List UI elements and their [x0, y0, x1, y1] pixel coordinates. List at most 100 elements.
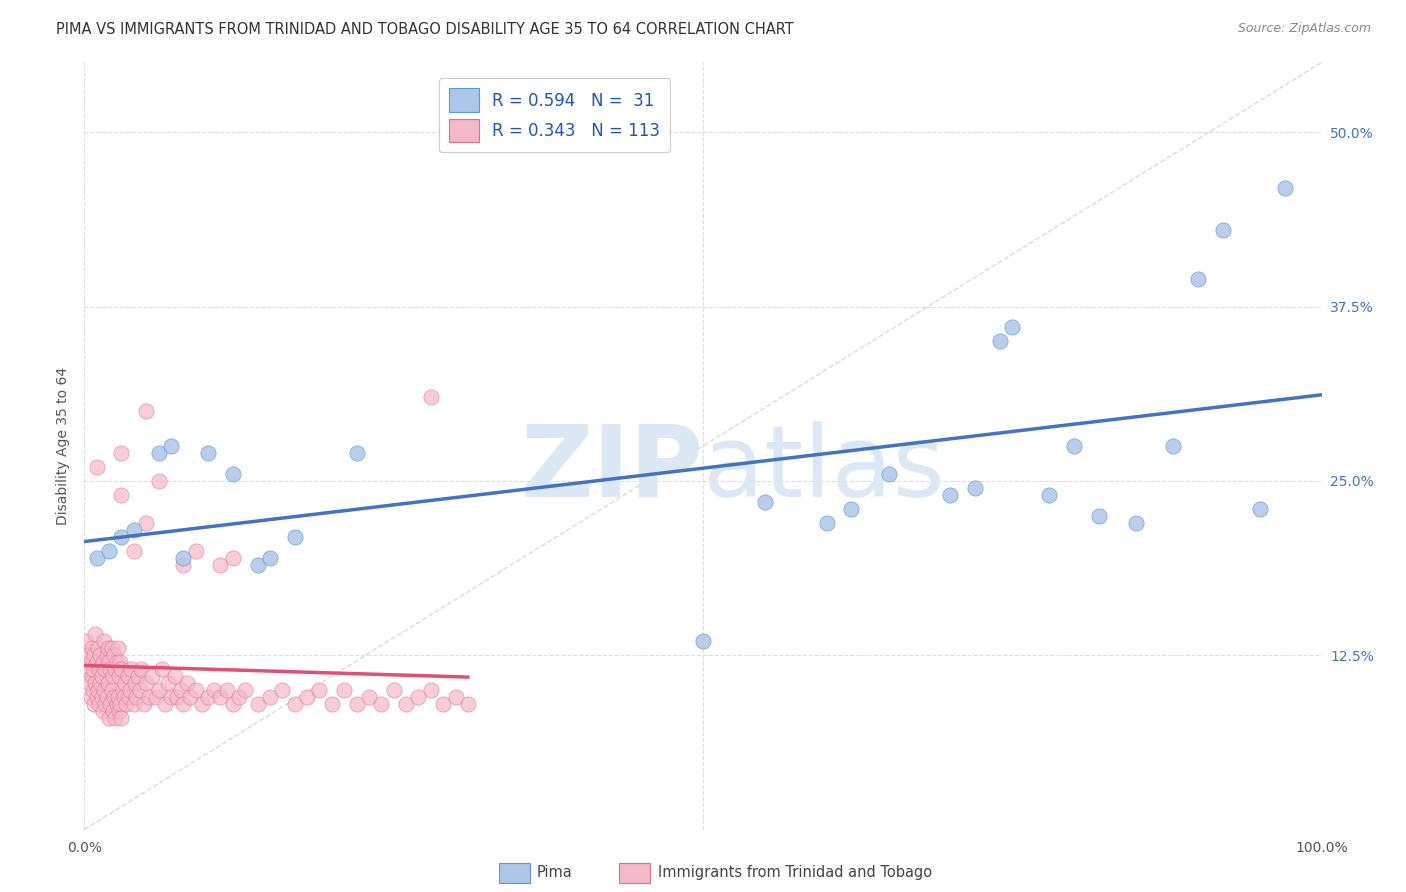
Point: [135, 404, 157, 418]
Point: [157, 676, 180, 690]
Point: [94, 662, 117, 676]
Point: [135, 516, 157, 530]
Point: [82, 683, 104, 698]
Text: Pima: Pima: [537, 865, 572, 880]
Point: [209, 558, 232, 572]
Point: [1088, 508, 1111, 523]
Point: [1249, 501, 1271, 516]
Point: [160, 439, 183, 453]
Point: [86, 690, 108, 704]
Point: [115, 697, 138, 711]
Point: [148, 446, 170, 460]
Point: [233, 683, 256, 698]
Point: [120, 683, 142, 698]
Point: [104, 711, 127, 725]
Point: [333, 683, 356, 698]
Point: [79, 676, 101, 690]
Point: [79, 690, 101, 704]
Point: [1274, 181, 1296, 195]
Point: [172, 697, 194, 711]
Point: [83, 697, 105, 711]
Point: [118, 690, 141, 704]
Text: Source: ZipAtlas.com: Source: ZipAtlas.com: [1237, 22, 1371, 36]
Point: [125, 690, 148, 704]
Point: [346, 446, 368, 460]
Point: [176, 676, 198, 690]
Point: [75, 634, 97, 648]
Point: [370, 697, 392, 711]
Point: [103, 648, 125, 663]
Point: [91, 704, 114, 718]
Point: [122, 523, 145, 537]
Point: [246, 697, 269, 711]
Point: [86, 655, 108, 669]
Point: [110, 711, 132, 725]
Point: [841, 501, 863, 516]
Point: [163, 669, 186, 683]
Point: [110, 488, 132, 502]
Point: [988, 334, 1011, 349]
Point: [170, 683, 193, 698]
Text: PIMA VS IMMIGRANTS FROM TRINIDAD AND TOBAGO DISABILITY AGE 35 TO 64 CORRELATION : PIMA VS IMMIGRANTS FROM TRINIDAD AND TOB…: [56, 22, 794, 37]
Text: atlas: atlas: [703, 420, 945, 517]
Point: [215, 683, 238, 698]
Point: [80, 669, 103, 683]
Point: [89, 648, 111, 663]
Point: [145, 690, 167, 704]
Point: [209, 690, 232, 704]
Point: [382, 683, 405, 698]
Point: [100, 641, 122, 656]
Point: [1187, 271, 1209, 285]
Text: ZIP: ZIP: [520, 420, 703, 517]
Point: [141, 669, 163, 683]
Point: [93, 634, 115, 648]
Point: [122, 697, 145, 711]
Point: [124, 676, 146, 690]
Point: [98, 543, 121, 558]
Point: [97, 641, 120, 656]
Point: [259, 690, 281, 704]
Point: [114, 676, 136, 690]
Point: [321, 697, 343, 711]
Point: [184, 683, 207, 698]
Point: [457, 697, 479, 711]
Point: [346, 697, 368, 711]
Point: [98, 711, 121, 725]
Point: [110, 697, 132, 711]
Point: [100, 683, 122, 698]
Point: [110, 530, 132, 544]
Point: [107, 690, 129, 704]
Point: [135, 676, 157, 690]
Point: [150, 662, 173, 676]
Point: [108, 704, 131, 718]
Point: [93, 683, 115, 698]
Point: [112, 690, 135, 704]
Point: [110, 655, 132, 669]
Point: [692, 634, 714, 648]
Point: [132, 697, 155, 711]
Point: [271, 683, 294, 698]
Point: [117, 669, 139, 683]
Point: [1125, 516, 1147, 530]
Point: [222, 697, 245, 711]
Point: [179, 690, 201, 704]
Point: [86, 550, 108, 565]
Point: [202, 683, 225, 698]
Point: [191, 697, 214, 711]
Legend: R = 0.594   N =  31, R = 0.343   N = 113: R = 0.594 N = 31, R = 0.343 N = 113: [439, 78, 671, 153]
Point: [82, 662, 104, 676]
Point: [138, 690, 160, 704]
Point: [228, 690, 250, 704]
Point: [197, 446, 219, 460]
Point: [86, 459, 108, 474]
Point: [90, 669, 112, 683]
Point: [83, 648, 105, 663]
Point: [87, 683, 110, 698]
Point: [76, 648, 98, 663]
Point: [965, 481, 987, 495]
Point: [432, 697, 454, 711]
Point: [84, 676, 107, 690]
Point: [89, 697, 111, 711]
Point: [105, 655, 128, 669]
Point: [395, 697, 418, 711]
